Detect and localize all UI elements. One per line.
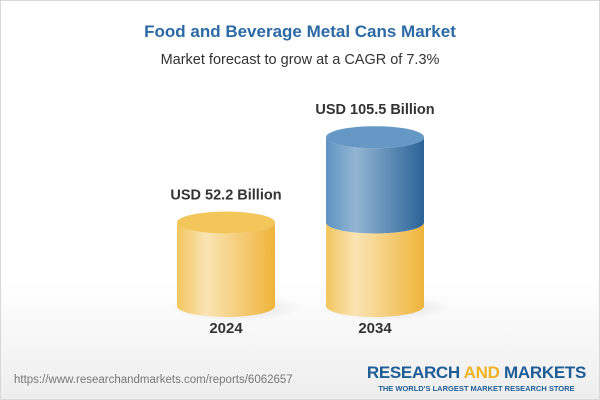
data-label: USD 105.5 Billion bbox=[315, 102, 434, 118]
cylinder-base-segment bbox=[177, 222, 275, 317]
source-url[interactable]: https://www.researchandmarkets.com/repor… bbox=[14, 374, 293, 386]
chart-title: Food and Beverage Metal Cans Market bbox=[144, 22, 456, 41]
chart-subtitle: Market forecast to grow at a CAGR of 7.3… bbox=[160, 52, 440, 68]
logo-tagline: THE WORLD'S LARGEST MARKET RESEARCH STOR… bbox=[378, 384, 575, 393]
data-label: USD 52.2 Billion bbox=[170, 187, 281, 203]
cylinder-top bbox=[177, 211, 275, 234]
category-label: 2024 bbox=[209, 320, 243, 337]
cylinder-base-segment bbox=[326, 222, 424, 317]
category-label: 2034 bbox=[358, 320, 392, 337]
cylinder-growth-segment bbox=[326, 137, 424, 234]
cylinder-top bbox=[326, 126, 424, 149]
research-and-markets-logo: RESEARCH AND MARKETS THE WORLD'S LARGEST… bbox=[366, 363, 586, 393]
